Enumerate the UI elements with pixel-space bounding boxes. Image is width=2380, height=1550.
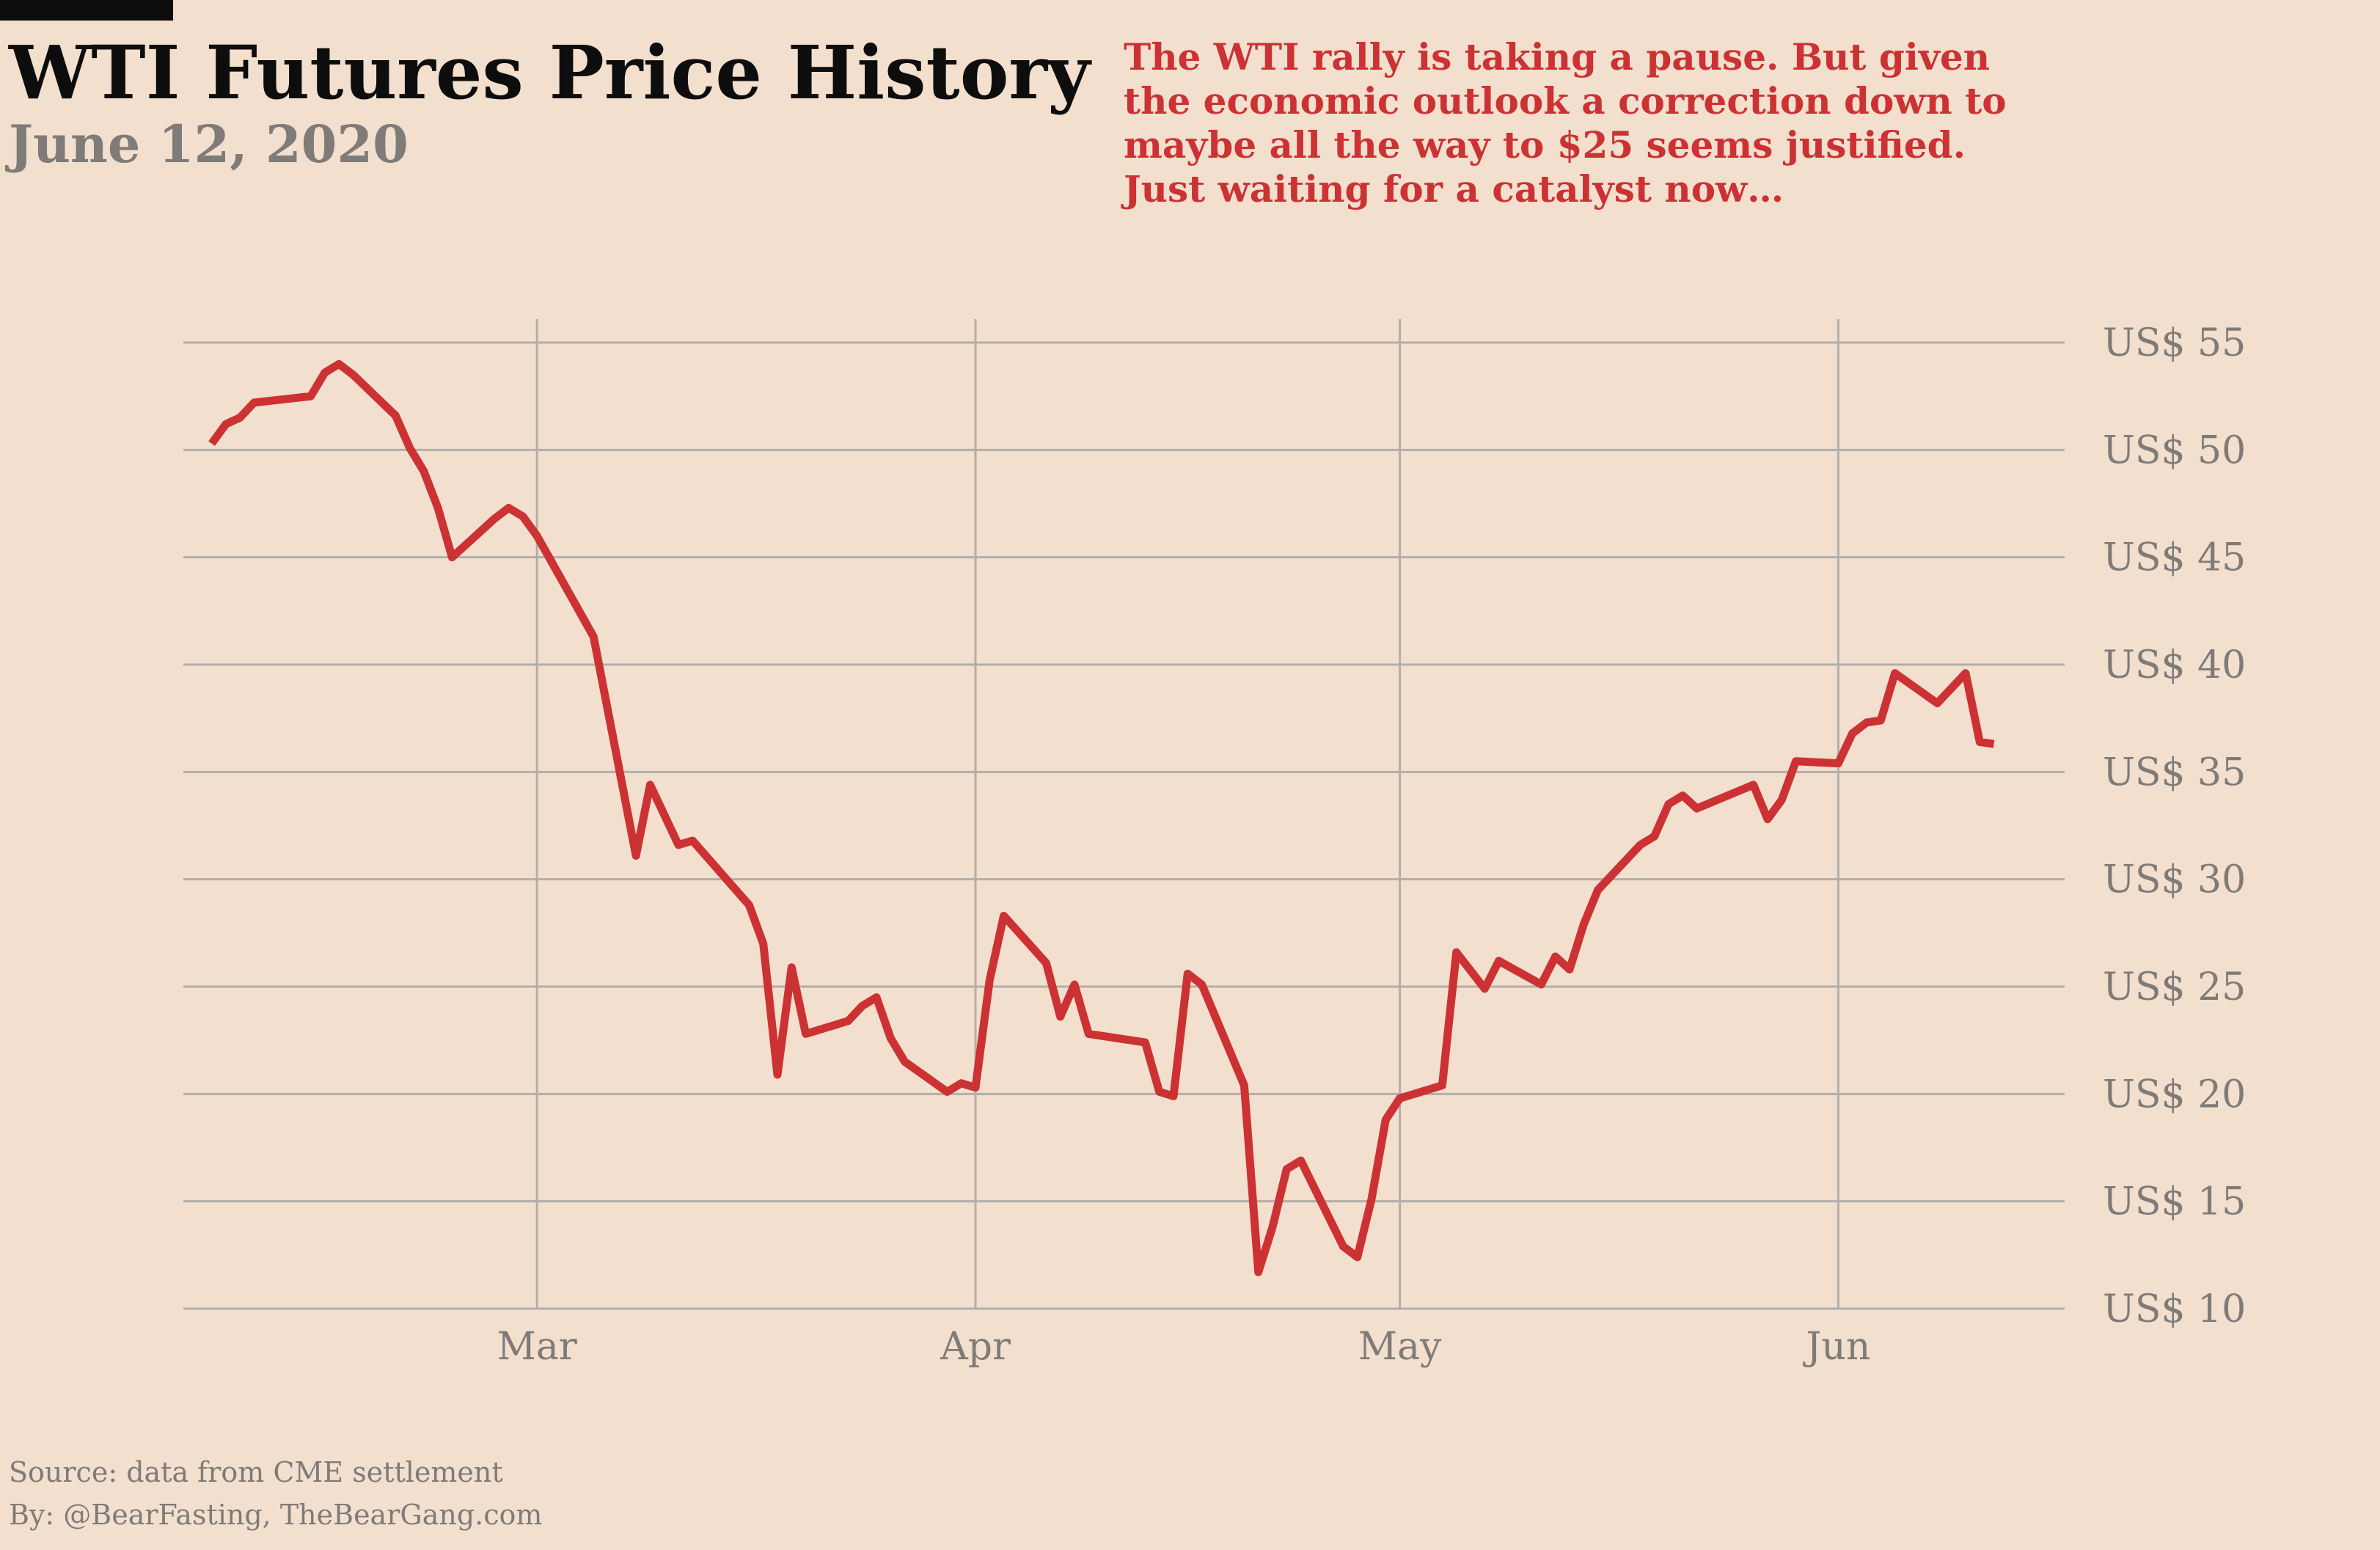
y-axis-tick-labels: US$ 55 US$ 50 US$ 45 US$ 40 US$ 35 US$ 30 US$ … bbox=[2103, 321, 2246, 1331]
gridlines bbox=[183, 319, 2065, 1310]
series-layer bbox=[208, 359, 1995, 1276]
x-tick-label: May bbox=[1358, 1325, 1442, 1369]
chart-subtitle-date: June 12, 2020 bbox=[9, 114, 409, 175]
y-tick-label: US$ 25 bbox=[2103, 965, 2246, 1009]
y-tick-label: US$ 10 bbox=[2103, 1287, 2246, 1331]
y-tick-label: US$ 30 bbox=[2103, 858, 2246, 902]
y-tick-label: US$ 15 bbox=[2103, 1180, 2246, 1224]
byline: By: @BearFasting, TheBearGang.com bbox=[9, 1499, 543, 1531]
x-tick-label: Apr bbox=[940, 1325, 1011, 1369]
y-tick-label: US$ 45 bbox=[2103, 536, 2246, 580]
y-tick-label: US$ 35 bbox=[2103, 750, 2246, 794]
source-note: Source: data from CME settlement bbox=[9, 1456, 503, 1488]
y-tick-label: US$ 20 bbox=[2103, 1072, 2246, 1116]
top-accent-bar bbox=[0, 0, 173, 21]
y-tick-label: US$ 50 bbox=[2103, 428, 2246, 472]
y-tick-label: US$ 55 bbox=[2103, 321, 2246, 365]
chart-title: WTI Futures Price History bbox=[9, 29, 1091, 116]
x-tick-label: Mar bbox=[497, 1325, 577, 1369]
x-axis-tick-labels: Mar Apr May Jun bbox=[497, 1325, 1871, 1369]
x-tick-label: Jun bbox=[1803, 1325, 1871, 1369]
price-series-line bbox=[208, 359, 1995, 1276]
chart-annotation: The WTI rally is taking a pause. But giv… bbox=[1124, 35, 2007, 211]
y-tick-label: US$ 40 bbox=[2103, 643, 2246, 687]
